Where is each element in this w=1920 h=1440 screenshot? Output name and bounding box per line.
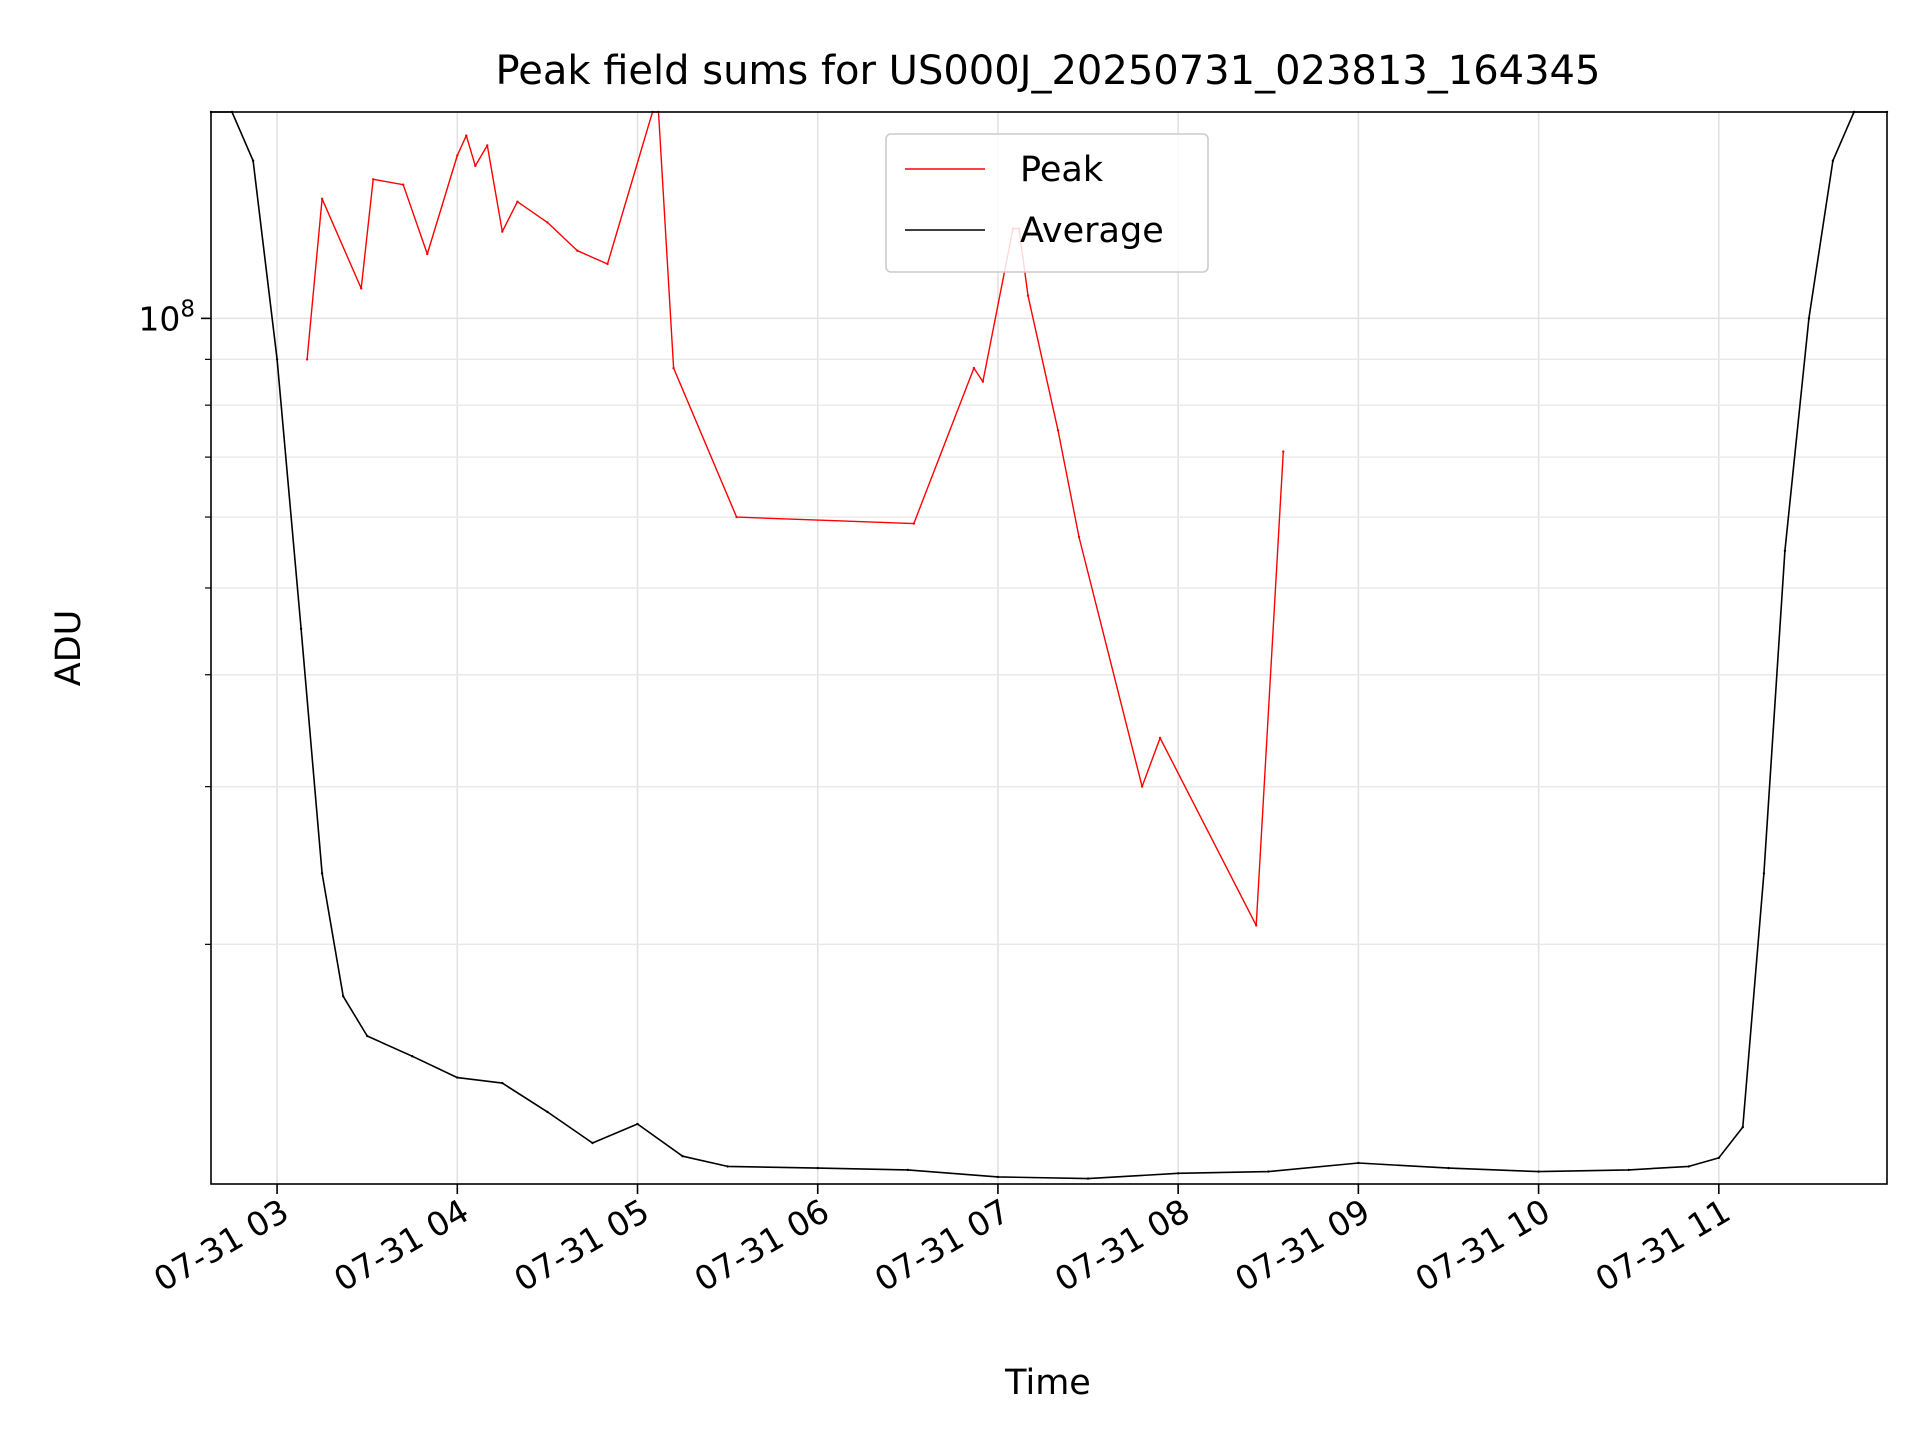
data-point xyxy=(1077,535,1081,539)
data-point xyxy=(411,1055,414,1058)
data-point xyxy=(474,164,477,168)
data-point xyxy=(1537,1170,1540,1173)
data-point xyxy=(501,1081,504,1085)
data-point xyxy=(456,154,459,157)
data-point xyxy=(1783,549,1787,553)
data-point xyxy=(1807,317,1811,320)
data-point xyxy=(305,358,309,361)
data-point xyxy=(1026,294,1030,297)
data-point xyxy=(546,1110,549,1114)
data-point xyxy=(1255,924,1258,927)
grid xyxy=(211,112,1887,1184)
data-point xyxy=(275,358,279,361)
y-axis-label: ADU xyxy=(49,610,89,687)
data-point xyxy=(320,872,324,875)
data-point xyxy=(636,1122,639,1126)
data-point xyxy=(251,159,255,162)
data-point xyxy=(501,230,504,233)
data-point xyxy=(1086,1177,1090,1180)
data-point xyxy=(1447,1166,1450,1170)
data-point xyxy=(1158,736,1162,740)
data-point xyxy=(465,134,468,137)
data-point xyxy=(735,515,738,519)
y-tick-label: 108 xyxy=(138,296,195,338)
data-point xyxy=(591,1141,594,1145)
data-point xyxy=(672,366,675,370)
legend: Peak Average xyxy=(885,133,1209,273)
data-point xyxy=(1762,872,1766,875)
data-point xyxy=(1056,429,1060,432)
data-point xyxy=(366,1034,369,1038)
x-axis-label: Time xyxy=(1004,1363,1091,1403)
data-point xyxy=(456,1076,459,1079)
data-point xyxy=(320,197,324,200)
data-point xyxy=(996,1175,1000,1179)
data-point xyxy=(299,627,303,631)
data-point xyxy=(372,178,375,181)
data-point xyxy=(1717,1156,1721,1160)
data-point xyxy=(402,183,405,186)
data-point xyxy=(516,200,519,203)
data-point xyxy=(576,249,579,252)
data-point xyxy=(1140,785,1144,788)
data-point xyxy=(981,380,985,383)
legend-label-average: Average xyxy=(1020,211,1164,251)
data-point xyxy=(1177,1172,1180,1175)
data-point xyxy=(906,1168,909,1172)
data-point xyxy=(1357,1161,1360,1165)
data-point xyxy=(681,1155,684,1158)
data-point xyxy=(972,366,976,370)
data-point xyxy=(546,221,549,224)
data-point xyxy=(1267,1170,1270,1173)
series-average xyxy=(209,110,1889,1180)
data-point xyxy=(1687,1165,1691,1168)
data-point xyxy=(726,1165,729,1168)
chart-title: Peak field sums for US000J_20250731_0238… xyxy=(496,48,1601,94)
data-point xyxy=(1831,159,1835,162)
data-point xyxy=(426,252,429,256)
data-point xyxy=(1627,1168,1630,1172)
data-point xyxy=(1741,1125,1745,1129)
data-point xyxy=(360,287,363,290)
data-point xyxy=(1282,450,1285,453)
data-point xyxy=(486,144,489,147)
data-point xyxy=(342,995,345,998)
data-point xyxy=(816,1166,819,1170)
legend-label-peak: Peak xyxy=(1020,150,1104,190)
y-axis: 108 xyxy=(138,296,211,945)
data-point xyxy=(912,522,915,525)
plot-frame xyxy=(210,111,1888,1185)
data-point xyxy=(606,262,609,266)
